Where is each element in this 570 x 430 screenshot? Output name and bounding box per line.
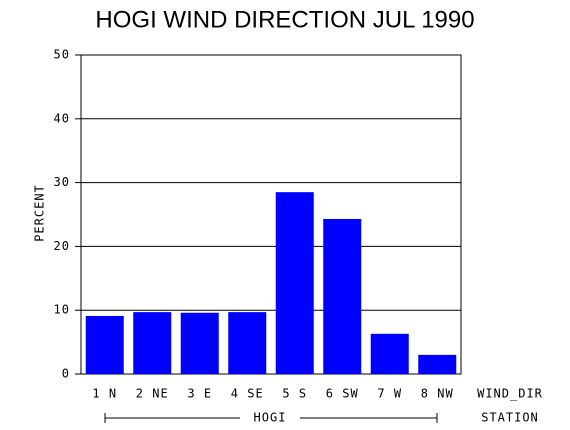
x-tick-label: 7 W [377, 387, 402, 401]
x-tick-label: 1 N [92, 387, 117, 401]
x-tick-label: 6 SW [326, 387, 359, 401]
y-tick-label: 30 [54, 175, 70, 189]
y-tick-label: 40 [54, 111, 70, 125]
bar [418, 354, 457, 374]
x-tick-label: 4 SE [231, 387, 264, 401]
x-tick-label: 2 NE [136, 387, 169, 401]
y-tick-label: 50 [54, 48, 70, 62]
bar [85, 315, 124, 374]
x-tick-label: 3 E [187, 387, 212, 401]
bar [370, 333, 409, 374]
y-axis-label: PERCENT [33, 184, 47, 242]
bar [133, 312, 172, 374]
x-tick-label: 5 S [282, 387, 307, 401]
y-tick-label: 10 [54, 303, 70, 317]
bar [228, 312, 267, 374]
y-tick-label: 20 [54, 239, 70, 253]
group-axis-label: STATION [481, 411, 539, 425]
y-tick-label: 0 [62, 367, 70, 381]
bar [275, 192, 314, 374]
chart-title: HOGI WIND DIRECTION JUL 1990 [95, 6, 474, 33]
bar [180, 312, 219, 374]
x-tick-label: 8 NW [421, 387, 454, 401]
group-label: HOGI [254, 411, 287, 425]
bar [323, 218, 362, 374]
group-bracket [104, 413, 438, 423]
x-axis-label: WIND_DIR [477, 387, 543, 401]
